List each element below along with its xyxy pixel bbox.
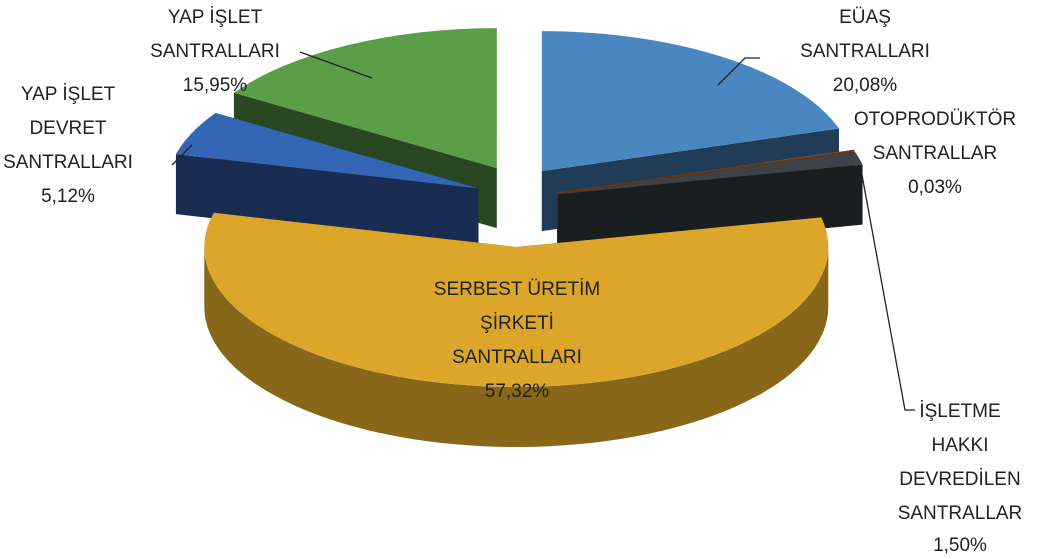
slice-label: DEVREDİLEN bbox=[899, 469, 1020, 490]
slice-top bbox=[233, 28, 497, 169]
slice-label: ŞİRKETİ bbox=[480, 313, 554, 334]
value-label: 20,08% bbox=[833, 75, 898, 96]
slice-label: SANTRALLARI bbox=[800, 41, 930, 62]
leader-line bbox=[171, 144, 193, 166]
slice-label: EÜAŞ bbox=[839, 7, 891, 28]
slice-label: İŞLETME bbox=[919, 401, 1000, 422]
slice-label: SANTRALLAR bbox=[873, 143, 998, 164]
slice-label: SANTRALLARI bbox=[150, 41, 280, 62]
slice-wall bbox=[204, 246, 829, 447]
slice-label: YAP İŞLET bbox=[168, 7, 263, 28]
slice-label: SANTRALLAR bbox=[898, 503, 1023, 524]
leader-line bbox=[861, 174, 915, 411]
slice-top bbox=[557, 149, 855, 193]
slice-label: YAP İŞLET bbox=[21, 84, 116, 105]
value-label: 0,03% bbox=[908, 177, 962, 198]
slice-label: DEVRET bbox=[29, 118, 106, 139]
slice-top bbox=[204, 212, 829, 387]
leader-line bbox=[299, 51, 373, 79]
slice-label: HAKKI bbox=[931, 435, 988, 456]
value-label: 5,12% bbox=[41, 186, 95, 207]
value-label: 57,32% bbox=[485, 381, 550, 402]
value-label: 1,50% bbox=[933, 535, 987, 556]
slice-top bbox=[175, 112, 479, 189]
pie-slice bbox=[204, 212, 829, 447]
slice-label: SANTRALLARI bbox=[3, 152, 133, 173]
slice-top bbox=[541, 31, 839, 172]
value-label: 15,95% bbox=[183, 75, 248, 96]
slice-label: OTOPRODÜKTÖR bbox=[854, 109, 1016, 130]
slice-label: SANTRALLARI bbox=[452, 347, 582, 368]
pie-slice bbox=[175, 112, 479, 249]
slice-label: SERBEST ÜRETİM bbox=[434, 279, 600, 300]
leader-line bbox=[717, 57, 760, 86]
slice-top bbox=[557, 151, 863, 195]
